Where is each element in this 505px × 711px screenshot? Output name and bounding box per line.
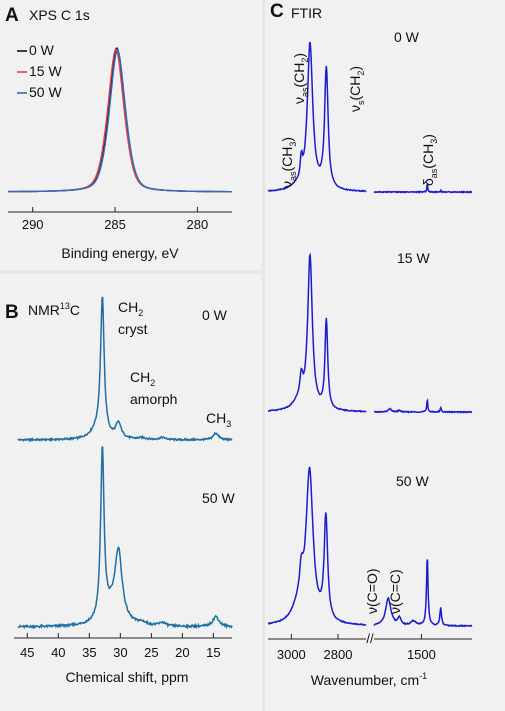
nmr-x-ticks: 45 40 35 30 25 20 15	[20, 633, 221, 660]
nmr-annotations: CH2 cryst CH2 amorph CH3	[118, 299, 231, 429]
nmr-annotation-0: CH2	[118, 299, 143, 318]
xps-legend-label-0: 0 W	[29, 42, 55, 58]
xps-legend-label-1: 15 W	[29, 63, 62, 79]
xps-legend: 0 W 15 W 50 W	[17, 42, 62, 100]
panel-a-xps	[0, 0, 262, 270]
ftir-series-50w-high	[267, 466, 367, 626]
xps-tick-label-290: 290	[22, 217, 44, 232]
xps-legend-label-2: 50 W	[29, 84, 62, 100]
nmr-annotation-1: CH2	[130, 369, 155, 388]
ftir-label-50w: 50 W	[396, 473, 429, 489]
xps-x-ticks: 290 285 280	[22, 207, 208, 232]
nmr-tick-label-35: 35	[82, 645, 96, 660]
ftir-annotations: νas(CH3) νas(CH2) νs(CH2) δas(CH3) ν(C=O) ν(C…	[279, 53, 439, 614]
nmr-annotation-1-line2: amorph	[130, 391, 177, 407]
xps-tick-label-280: 280	[187, 217, 209, 232]
ftir-tick-label-2800: 2800	[324, 647, 353, 662]
panel-a-title: XPS C 1s	[29, 7, 90, 23]
xps-plot-area	[8, 47, 232, 193]
xps-tick-label-285: 285	[104, 217, 126, 232]
nmr-label-50w: 50 W	[202, 490, 235, 506]
ftir-tick-label-1500: 1500	[407, 647, 436, 662]
ftir-annotation-5: ν(C=C)	[387, 569, 403, 614]
nmr-tick-label-20: 20	[175, 645, 189, 660]
xps-xlabel: Binding energy, eV	[61, 245, 179, 261]
ftir-annotation-0: νas(CH3)	[279, 137, 298, 188]
ftir-label-0w: 0 W	[394, 29, 420, 45]
nmr-tick-label-25: 25	[144, 645, 158, 660]
panel-c-letter: C	[270, 1, 284, 22]
panel-c-title: FTIR	[291, 5, 322, 21]
panel-c-chart: C FTIR 0 W 15 W 50 W νas(CH3) νas(CH2) νs(…	[267, 1, 473, 688]
nmr-series-50w	[17, 446, 233, 630]
nmr-tick-label-15: 15	[206, 645, 220, 660]
nmr-annotation-0-line2: cryst	[118, 321, 148, 337]
nmr-tick-label-40: 40	[51, 645, 65, 660]
xps-series-50w	[8, 49, 232, 193]
panel-b-letter: B	[5, 302, 19, 323]
ftir-annotation-3: δas(CH3)	[420, 134, 439, 186]
ftir-tick-label-3000: 3000	[277, 647, 306, 662]
panel-a-letter: A	[5, 5, 19, 26]
ftir-label-15w: 15 W	[397, 250, 430, 266]
nmr-xlabel: Chemical shift, ppm	[66, 669, 189, 685]
ftir-series-50w-low	[373, 559, 473, 628]
ftir-series-0w-low	[373, 182, 473, 195]
ftir-series-0w-high	[267, 41, 367, 193]
ftir-xlabel: Wavenumber, cm-1	[311, 671, 427, 688]
panel-c-ftir	[265, 0, 505, 711]
nmr-tick-label-45: 45	[20, 645, 34, 660]
ftir-plot-area	[267, 41, 473, 628]
nmr-annotation-2: CH3	[206, 410, 231, 429]
ftir-series-15w-high	[267, 252, 367, 413]
panel-a-chart: A XPS C 1s 290 285 280 Binding energy, eV …	[5, 5, 232, 261]
nmr-tick-label-30: 30	[113, 645, 127, 660]
ftir-series-15w-low	[374, 397, 473, 414]
ftir-annotation-1: νas(CH2)	[291, 53, 310, 104]
panel-b-chart: B NMR13C 0 W 50 W CH2 cryst CH2 amorph CH3 4…	[5, 296, 235, 685]
panel-b-title: NMR13C	[28, 301, 80, 318]
ftir-axis-break: //	[366, 631, 374, 646]
ftir-annotation-4: ν(C=O)	[364, 569, 380, 615]
nmr-plot-area	[17, 296, 233, 630]
ftir-x-ticks: 3000 2800 1500	[277, 634, 436, 662]
nmr-label-0w: 0 W	[202, 307, 228, 323]
ftir-annotation-2: νs(CH2)	[347, 66, 366, 112]
nmr-series-0w	[17, 296, 233, 443]
